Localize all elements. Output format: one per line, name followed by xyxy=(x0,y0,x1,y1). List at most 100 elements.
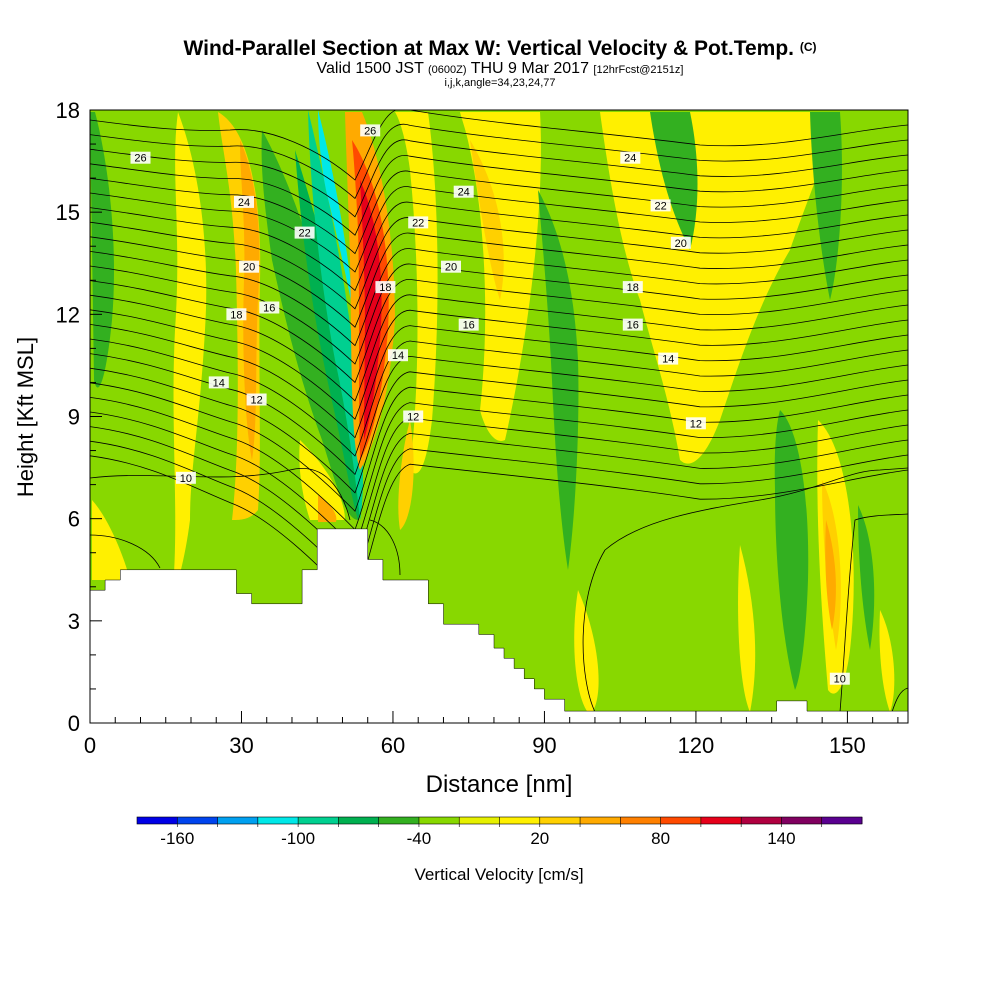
y-tick-label: 12 xyxy=(56,302,80,327)
contour-label-box xyxy=(408,216,429,229)
colorbar-tick-label: -160 xyxy=(160,829,194,848)
isentrope xyxy=(90,248,908,347)
contour-label: 16 xyxy=(463,320,475,332)
velocity-region xyxy=(650,112,698,250)
isentrope xyxy=(90,294,908,402)
velocity-region xyxy=(774,410,809,690)
copyright-mark: (C) xyxy=(799,40,817,54)
isentrope xyxy=(90,397,908,531)
isentrope xyxy=(90,154,908,236)
y-tick-label: 9 xyxy=(68,405,80,430)
isentrope xyxy=(90,263,908,365)
contour-label: 12 xyxy=(690,418,702,430)
isentrope xyxy=(90,139,908,218)
isentrope xyxy=(582,467,908,713)
velocity-region xyxy=(308,110,363,520)
contour-label: 20 xyxy=(445,262,457,274)
contour-labels: 26 24 22 20 18 16 14 12 10 26 24 22 20 18 16 14 12 24 22 20… xyxy=(130,124,850,686)
colorbar-swatch xyxy=(620,817,662,824)
contour-label: 18 xyxy=(627,282,639,294)
velocity-region xyxy=(318,495,337,522)
colorbar-swatch xyxy=(700,817,742,824)
isentrope xyxy=(90,123,908,200)
colorbar-swatch xyxy=(660,817,702,824)
colorbar-swatch xyxy=(418,817,460,824)
contour-label: 20 xyxy=(675,238,687,250)
contour-label-box xyxy=(658,352,679,365)
contour-label-box xyxy=(175,471,196,484)
isentrope xyxy=(90,201,908,292)
contour-label-box xyxy=(622,281,643,294)
contour-label: 22 xyxy=(412,217,424,229)
contour-label-box xyxy=(620,151,641,164)
valid-date: THU 9 Mar 2017 xyxy=(470,60,589,77)
velocity-region xyxy=(825,520,836,630)
velocity-field: 26 24 22 20 18 16 14 12 10 26 24 22 20 18 16 14 12 24 22 20… xyxy=(90,110,908,723)
contour-label: 10 xyxy=(180,473,192,485)
contour-label-box xyxy=(622,318,643,331)
x-tick-label: 30 xyxy=(229,733,253,758)
isentrope xyxy=(90,232,908,328)
y-tick-label: 6 xyxy=(68,507,80,532)
isentrope xyxy=(90,324,908,439)
velocity-region xyxy=(398,420,414,530)
contour-label: 24 xyxy=(458,187,470,199)
velocity-region xyxy=(858,505,875,650)
contour-label: 14 xyxy=(213,377,225,389)
contour-label: 10 xyxy=(834,674,846,686)
colorbar-swatch xyxy=(137,817,178,824)
axes: 0 30 60 90 120 150 0 3 6 9 12 15 18 xyxy=(56,98,899,758)
contour-label: 22 xyxy=(654,200,666,212)
velocity-region xyxy=(240,140,260,460)
forecast-info: [12hrFcst@2151z] xyxy=(593,64,684,76)
colorbar-swatch xyxy=(378,817,420,824)
contour-label-box xyxy=(246,393,267,406)
contour-label-box xyxy=(239,260,260,273)
isentrope xyxy=(90,217,908,310)
contour-label: 14 xyxy=(662,354,674,366)
x-tick-label: 0 xyxy=(84,733,96,758)
colorbar-swatch xyxy=(459,817,500,824)
contour-label: 12 xyxy=(407,412,419,424)
isentrope xyxy=(90,534,161,569)
x-tick-label: 150 xyxy=(829,733,866,758)
colorbar-swatch xyxy=(217,817,259,824)
isentrope xyxy=(90,186,908,273)
contour-label-box xyxy=(685,417,706,430)
y-tick-label: 18 xyxy=(56,98,80,123)
colorbar-swatch xyxy=(177,817,219,824)
contour-label: 22 xyxy=(298,228,310,240)
colorbar-swatch xyxy=(781,817,823,824)
contour-label-box xyxy=(130,151,151,164)
isentrope xyxy=(90,170,908,255)
isentrope xyxy=(90,411,908,549)
contour-label-box xyxy=(441,260,461,273)
colorbar-swatch xyxy=(580,817,621,824)
contour-label: 26 xyxy=(134,153,146,165)
contour-label-box xyxy=(226,308,247,321)
isentrope xyxy=(90,426,908,568)
contour-label-box xyxy=(403,410,424,423)
colorbar-tick-label: 20 xyxy=(530,829,549,848)
contour-label-box xyxy=(388,349,408,362)
colorbar-swatch xyxy=(499,817,541,824)
isentrope xyxy=(90,110,908,181)
colorbar-swatch xyxy=(298,817,339,824)
contour-label-box xyxy=(294,226,315,239)
contour-label: 12 xyxy=(250,395,262,407)
velocity-region xyxy=(295,150,362,520)
chart-title-text: Wind-Parallel Section at Max W: Vertical… xyxy=(183,37,794,60)
isentrope xyxy=(839,513,908,713)
colorbar-swatch xyxy=(338,817,380,824)
contour-label: 20 xyxy=(243,262,255,274)
contour-label-box xyxy=(208,376,229,389)
velocity-region xyxy=(810,112,842,300)
contour-label: 14 xyxy=(392,350,404,362)
isentrope xyxy=(90,440,908,586)
velocity-region xyxy=(470,140,504,300)
isentrope xyxy=(90,278,908,384)
contour-label-box xyxy=(458,318,479,331)
y-tick-label: 0 xyxy=(68,711,80,736)
colorbar-tick-label: -40 xyxy=(407,829,432,848)
